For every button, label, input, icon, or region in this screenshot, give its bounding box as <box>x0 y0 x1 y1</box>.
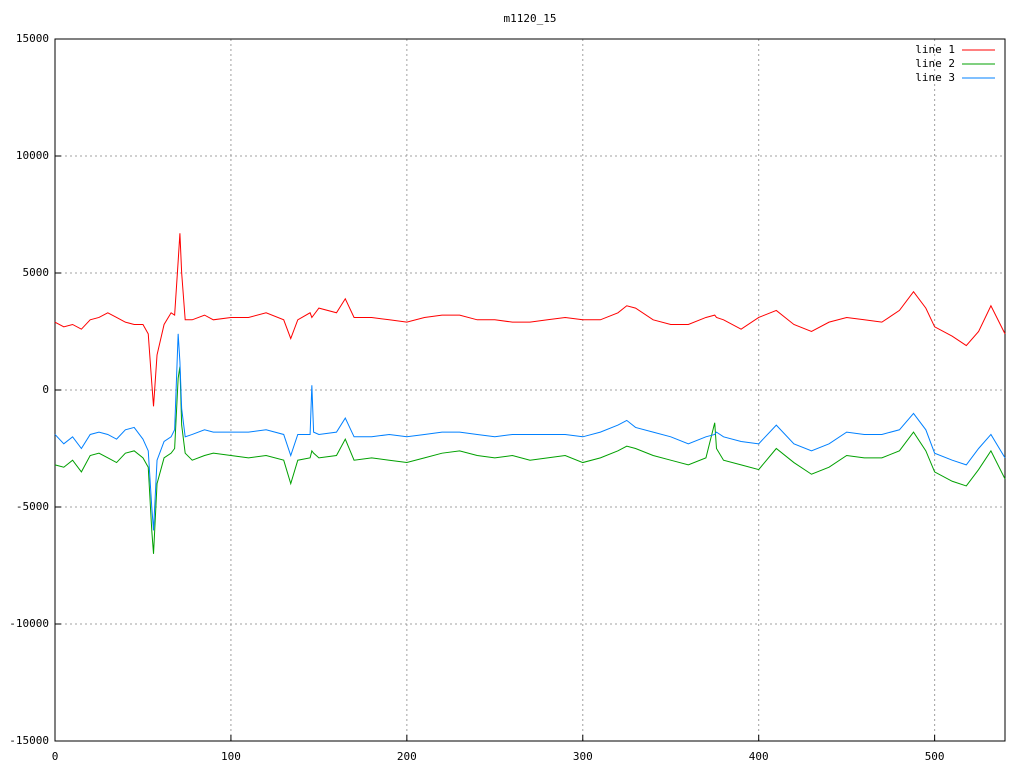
legend-label: line 1 <box>915 43 955 56</box>
y-tick-label: -5000 <box>16 500 49 513</box>
plot-border <box>54 38 1006 742</box>
y-tick-label: 5000 <box>23 266 50 279</box>
x-tick-label: 500 <box>925 750 945 763</box>
x-tick-label: 200 <box>397 750 417 763</box>
y-tick-label: -15000 <box>9 734 49 747</box>
x-tick-label: 100 <box>221 750 241 763</box>
legend-label: line 3 <box>915 71 955 84</box>
y-tick-label: 10000 <box>16 149 49 162</box>
y-tick-label: 0 <box>42 383 49 396</box>
x-tick-label: 300 <box>573 750 593 763</box>
series-line <box>54 366 1006 554</box>
x-tick-label: 0 <box>52 750 59 763</box>
series-line <box>54 233 1006 407</box>
x-tick-label: 400 <box>749 750 769 763</box>
y-tick-label: 15000 <box>16 32 49 45</box>
chart-title: m1120_15 <box>504 12 557 25</box>
legend-label: line 2 <box>915 57 955 70</box>
series-line <box>54 333 1006 531</box>
y-tick-label: -10000 <box>9 617 49 630</box>
